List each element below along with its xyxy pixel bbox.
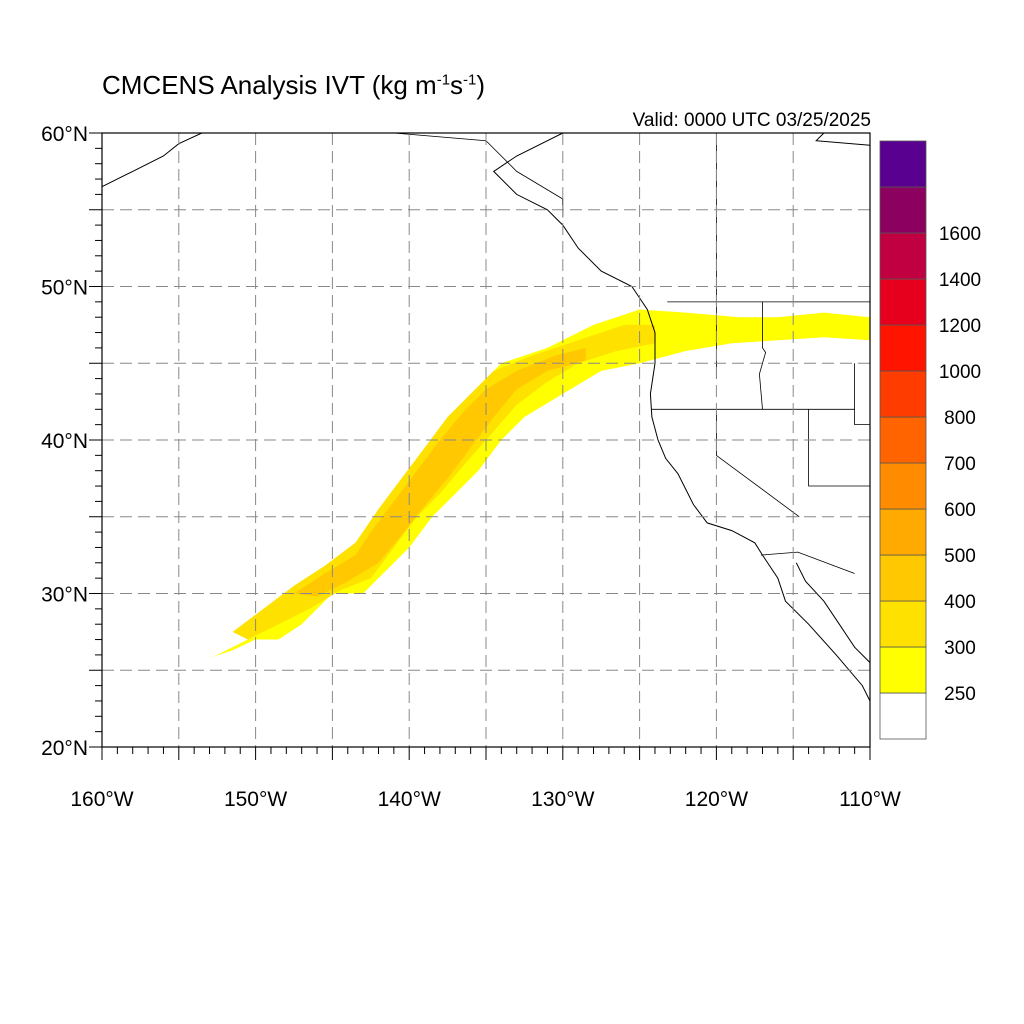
- lon-label: 110°W: [839, 788, 901, 811]
- coastline: [102, 133, 203, 188]
- political-border: [854, 363, 870, 426]
- colorbar-swatch: [879, 232, 927, 280]
- colorbar-swatch: [879, 508, 927, 556]
- axis-ticks: [89, 132, 871, 760]
- colorbar-swatch: [879, 186, 927, 234]
- colorbar-swatch: [879, 600, 927, 648]
- title-sup1: -1: [436, 71, 451, 89]
- lon-label: 120°W: [685, 788, 748, 811]
- colorbar-label: 700: [944, 454, 976, 475]
- colorbar-swatch: [879, 646, 927, 694]
- colorbar-label: 800: [944, 408, 976, 429]
- gridlines: [102, 133, 870, 747]
- colorbar-label: 400: [944, 592, 976, 613]
- political-border: [716, 409, 800, 518]
- ivt-plume-core: [294, 347, 586, 597]
- axis-labels: 60°N 50°N 40°N 30°N 20°N 160°W 150°W 140°W 130°W…: [41, 123, 901, 811]
- lon-label: 140°W: [378, 788, 441, 811]
- lat-label: 40°N: [41, 430, 88, 453]
- coastline: [795, 562, 870, 663]
- colorbar-label: 1400: [939, 270, 981, 291]
- lat-label: 30°N: [41, 584, 88, 607]
- coastline-layer: [102, 133, 870, 702]
- title-end: ): [476, 70, 486, 100]
- valid-time-label: Valid: 0000 UTC 03/25/2025: [632, 110, 871, 131]
- title-main: CMCENS Analysis IVT (kg m: [102, 70, 437, 100]
- colorbar-label: 1000: [939, 362, 981, 383]
- colorbar-swatch: [879, 324, 927, 372]
- colorbar-swatch: [879, 462, 927, 510]
- lon-label: 130°W: [531, 788, 594, 811]
- political-border: [808, 409, 870, 487]
- coastline: [815, 133, 870, 146]
- coastline: [492, 133, 870, 702]
- colorbar-label: 500: [944, 546, 976, 567]
- colorbar-swatch: [879, 140, 927, 188]
- political-border: [758, 301, 767, 410]
- map-title: CMCENS Analysis IVT (kg m-1s-1): [102, 70, 485, 101]
- lat-label: 60°N: [41, 123, 88, 146]
- colorbar-swatch: [879, 370, 927, 418]
- lon-label: 160°W: [70, 788, 133, 811]
- lon-label: 150°W: [224, 788, 287, 811]
- colorbar-label: 1600: [939, 224, 981, 245]
- political-border: [760, 551, 855, 574]
- colorbar-label: 300: [944, 638, 976, 659]
- ivt-plume-layer: [209, 309, 870, 658]
- lat-label: 20°N: [41, 737, 88, 760]
- title-mid: s: [450, 70, 464, 100]
- title-sup2: -1: [463, 71, 477, 89]
- colorbar-swatch: [879, 692, 927, 740]
- colorbar-swatch: [879, 416, 927, 464]
- colorbar-label: 1200: [939, 316, 981, 337]
- colorbar-label: 600: [944, 500, 976, 521]
- colorbar-swatch: [879, 278, 927, 326]
- colorbar-label: 250: [944, 684, 976, 705]
- colorbar-swatch: [879, 554, 927, 602]
- lat-label: 50°N: [41, 277, 88, 300]
- colorbar: 250 300 400 500 600 700 800 1000 1200 1400 1600: [879, 140, 981, 740]
